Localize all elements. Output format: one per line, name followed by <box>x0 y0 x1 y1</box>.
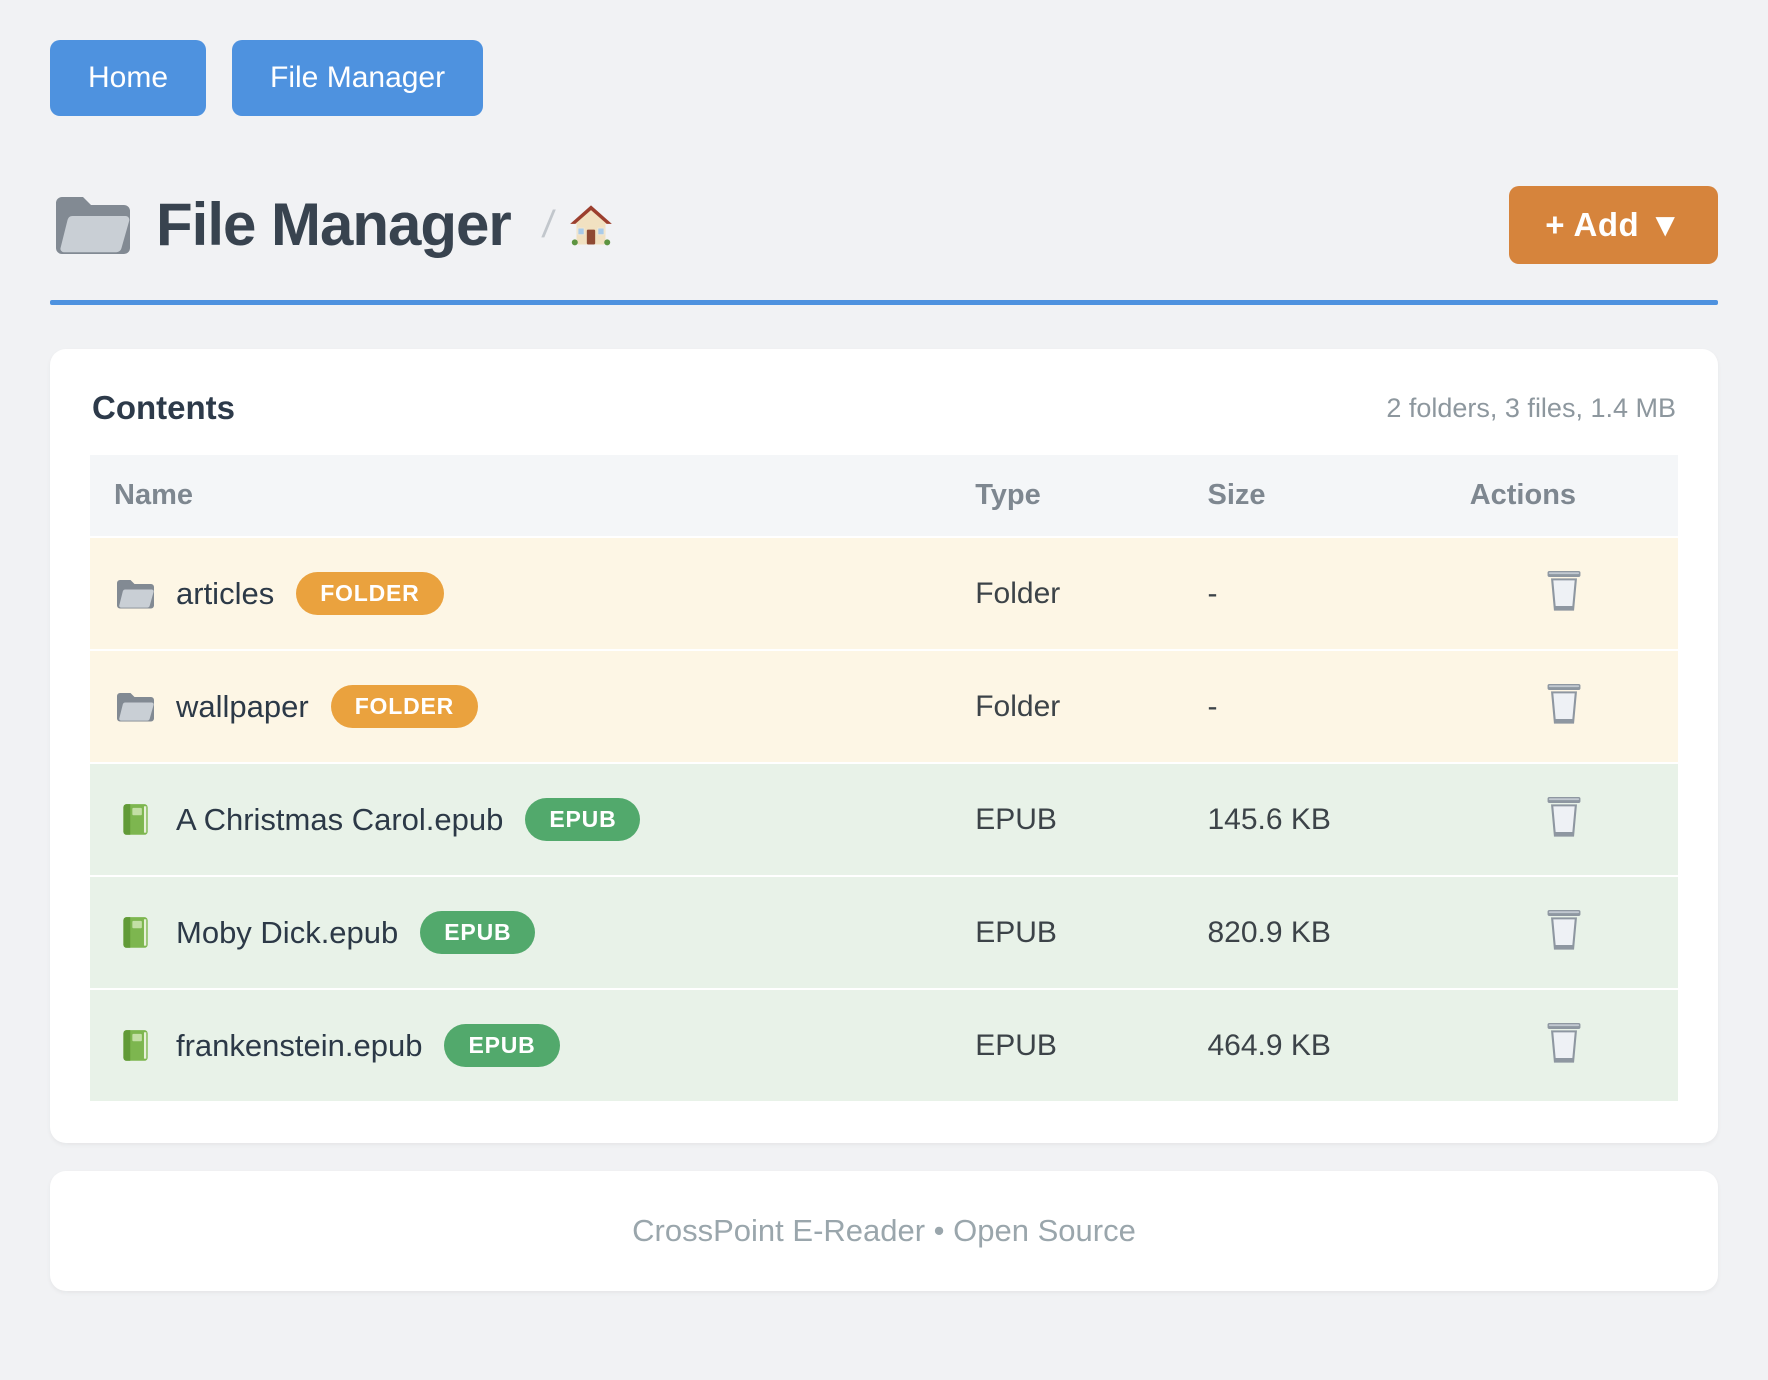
file-size: 464.9 KB <box>1183 989 1446 1103</box>
page-title: File Manager <box>156 191 512 258</box>
file-type: EPUB <box>951 763 1184 877</box>
file-name: Moby Dick.epub <box>176 914 399 950</box>
delete-button[interactable] <box>1537 676 1591 734</box>
trash-icon <box>1541 793 1587 843</box>
page-header: File Manager / + Add ▼ <box>50 186 1718 264</box>
home-icon[interactable] <box>569 203 613 247</box>
file-table-body: articles FOLDER Folder - <box>90 537 1678 1103</box>
contents-card: Contents 2 folders, 3 files, 1.4 MB Name… <box>50 349 1718 1143</box>
green-book-icon <box>114 801 156 839</box>
file-badge: EPUB <box>525 798 641 841</box>
file-type: Folder <box>951 650 1184 764</box>
file-badge: EPUB <box>420 911 536 954</box>
table-row[interactable]: A Christmas Carol.epub EPUB EPUB 145.6 K… <box>90 763 1678 877</box>
column-header-type: Type <box>951 455 1184 538</box>
table-row[interactable]: wallpaper FOLDER Folder - <box>90 650 1678 764</box>
folder-icon <box>50 188 134 262</box>
contents-card-header: Contents 2 folders, 3 files, 1.4 MB <box>90 385 1678 455</box>
file-type: EPUB <box>951 989 1184 1103</box>
table-header-row: Name Type Size Actions <box>90 455 1678 538</box>
nav-file-manager-button[interactable]: File Manager <box>232 40 484 116</box>
file-size: 145.6 KB <box>1183 763 1446 877</box>
file-size: - <box>1183 650 1446 764</box>
file-table: Name Type Size Actions articles FOLDER F… <box>90 455 1678 1103</box>
green-book-icon <box>114 914 156 952</box>
table-row[interactable]: articles FOLDER Folder - <box>90 537 1678 651</box>
top-nav: Home File Manager <box>50 40 1718 116</box>
file-name: wallpaper <box>176 688 309 724</box>
folder-icon <box>114 688 156 726</box>
delete-button[interactable] <box>1537 563 1591 621</box>
delete-button[interactable] <box>1537 789 1591 847</box>
breadcrumb-separator: / <box>539 203 557 246</box>
file-badge: FOLDER <box>330 685 479 728</box>
trash-icon <box>1541 680 1587 730</box>
file-type: EPUB <box>951 876 1184 990</box>
footer-text: CrossPoint E-Reader • Open Source <box>632 1213 1136 1248</box>
file-name: frankenstein.epub <box>176 1027 423 1063</box>
trash-icon <box>1541 567 1587 617</box>
file-badge: EPUB <box>444 1024 560 1067</box>
add-button[interactable]: + Add ▼ <box>1509 186 1718 264</box>
title-group: File Manager / <box>50 188 613 262</box>
green-book-icon <box>114 1027 156 1065</box>
table-row[interactable]: Moby Dick.epub EPUB EPUB 820.9 KB <box>90 876 1678 990</box>
contents-summary: 2 folders, 3 files, 1.4 MB <box>1386 392 1676 423</box>
file-type: Folder <box>951 537 1184 651</box>
table-row[interactable]: frankenstein.epub EPUB EPUB 464.9 KB <box>90 989 1678 1103</box>
trash-icon <box>1541 1019 1587 1069</box>
file-name: A Christmas Carol.epub <box>176 801 504 837</box>
file-manager-page: Home File Manager File Manager / + Add ▼… <box>50 40 1718 1291</box>
file-badge: FOLDER <box>296 572 444 615</box>
trash-icon <box>1541 906 1587 956</box>
column-header-name: Name <box>90 455 952 538</box>
folder-icon <box>114 575 156 613</box>
delete-button[interactable] <box>1537 1015 1591 1073</box>
footer-card: CrossPoint E-Reader • Open Source <box>50 1171 1718 1291</box>
file-size: 820.9 KB <box>1183 876 1446 990</box>
file-size: - <box>1183 537 1446 651</box>
column-header-size: Size <box>1183 455 1446 538</box>
nav-home-button[interactable]: Home <box>50 40 207 116</box>
header-divider <box>50 300 1718 305</box>
column-header-actions: Actions <box>1445 455 1678 538</box>
file-name: articles <box>176 575 275 611</box>
contents-title: Contents <box>92 389 235 426</box>
delete-button[interactable] <box>1537 902 1591 960</box>
